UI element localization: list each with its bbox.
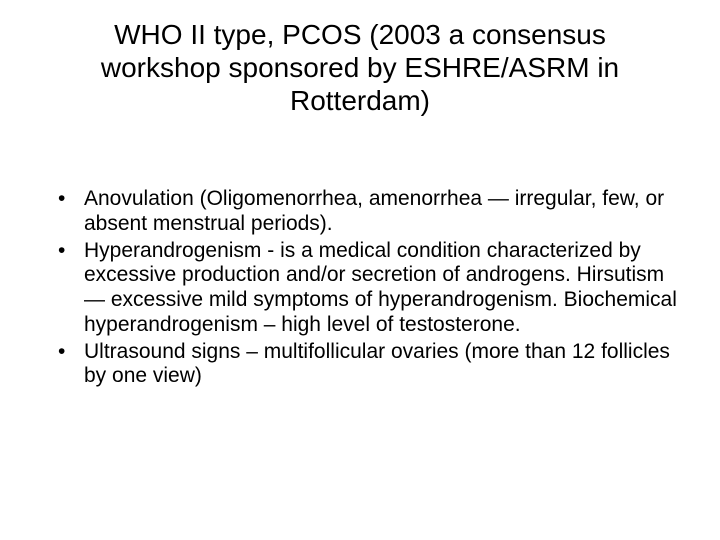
slide-body: Anovulation (Oligomenorrhea, amenorrhea … — [40, 187, 680, 391]
list-item: Ultrasound signs – multifollicular ovari… — [58, 340, 680, 390]
list-item: Hyperandrogenism - is a medical conditio… — [58, 239, 680, 338]
slide-title: WHO II type, PCOS (2003 a consensus work… — [40, 18, 680, 117]
slide: WHO II type, PCOS (2003 a consensus work… — [0, 0, 720, 540]
bullet-list: Anovulation (Oligomenorrhea, amenorrhea … — [40, 187, 680, 389]
list-item: Anovulation (Oligomenorrhea, amenorrhea … — [58, 187, 680, 237]
